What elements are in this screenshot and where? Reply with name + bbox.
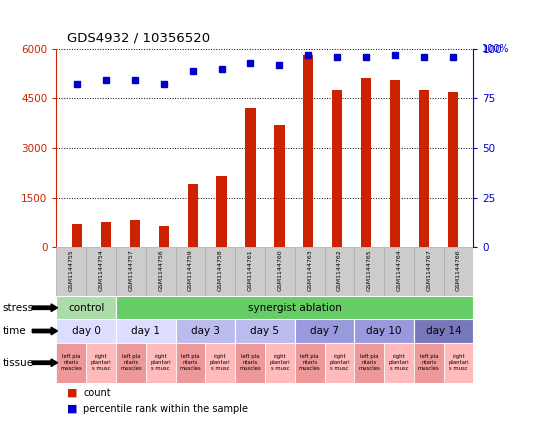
Text: day 0: day 0: [72, 326, 101, 336]
Text: GSM1144756: GSM1144756: [158, 249, 163, 291]
Bar: [355, 247, 384, 296]
Bar: [56, 319, 116, 343]
Bar: [56, 247, 86, 296]
Text: GSM1144767: GSM1144767: [426, 249, 431, 291]
Text: left pla
ntaris
muscles: left pla ntaris muscles: [358, 354, 380, 371]
Bar: [295, 343, 324, 383]
Text: GSM1144764: GSM1144764: [397, 249, 401, 291]
Bar: [303, 55, 314, 247]
Text: ■: ■: [67, 404, 78, 414]
Bar: [116, 247, 146, 296]
Text: right
plantari
s musc: right plantari s musc: [91, 354, 111, 371]
Text: synergist ablation: synergist ablation: [248, 303, 342, 313]
Text: right
plantari
s musc: right plantari s musc: [151, 354, 171, 371]
Text: day 5: day 5: [251, 326, 279, 336]
Text: GDS4932 / 10356520: GDS4932 / 10356520: [67, 31, 210, 44]
Text: 100%: 100%: [482, 44, 509, 54]
Bar: [384, 343, 414, 383]
Bar: [146, 343, 175, 383]
Bar: [159, 226, 169, 247]
Text: left pla
ntaris
muscles: left pla ntaris muscles: [299, 354, 321, 371]
Bar: [235, 247, 265, 296]
Bar: [384, 247, 414, 296]
Text: left pla
ntaris
muscles: left pla ntaris muscles: [120, 354, 142, 371]
Bar: [414, 319, 473, 343]
Bar: [188, 184, 197, 247]
Bar: [56, 296, 116, 319]
Text: day 3: day 3: [191, 326, 220, 336]
Bar: [175, 247, 206, 296]
Text: GSM1144762: GSM1144762: [337, 249, 342, 291]
Bar: [116, 319, 175, 343]
Text: stress: stress: [3, 303, 34, 313]
Bar: [332, 90, 342, 247]
Text: left pla
ntaris
muscles: left pla ntaris muscles: [239, 354, 261, 371]
Text: right
plantari
s musc: right plantari s musc: [448, 354, 469, 371]
Text: GSM1144755: GSM1144755: [69, 249, 74, 291]
Bar: [116, 343, 146, 383]
Bar: [245, 108, 256, 247]
Bar: [274, 125, 285, 247]
Bar: [355, 343, 384, 383]
Text: left pla
ntaris
muscles: left pla ntaris muscles: [60, 354, 82, 371]
Text: left pla
ntaris
muscles: left pla ntaris muscles: [418, 354, 440, 371]
Bar: [175, 343, 206, 383]
Bar: [444, 247, 473, 296]
Text: tissue: tissue: [3, 358, 34, 368]
Bar: [146, 247, 175, 296]
Text: GSM1144759: GSM1144759: [188, 249, 193, 291]
Text: count: count: [83, 388, 111, 398]
Bar: [448, 92, 458, 247]
Bar: [235, 343, 265, 383]
Bar: [361, 79, 371, 247]
Text: control: control: [68, 303, 104, 313]
Bar: [206, 343, 235, 383]
Text: day 7: day 7: [310, 326, 339, 336]
Text: ■: ■: [67, 388, 78, 398]
Text: day 14: day 14: [426, 326, 462, 336]
Bar: [419, 90, 429, 247]
Bar: [116, 296, 473, 319]
Text: GSM1144766: GSM1144766: [456, 249, 461, 291]
Text: left pla
ntaris
muscles: left pla ntaris muscles: [180, 354, 201, 371]
Bar: [130, 220, 140, 247]
Bar: [295, 247, 324, 296]
Bar: [235, 319, 295, 343]
Text: time: time: [3, 326, 26, 336]
Bar: [265, 247, 295, 296]
Text: GSM1144754: GSM1144754: [98, 249, 104, 291]
Bar: [206, 247, 235, 296]
Bar: [414, 247, 444, 296]
Text: right
plantari
s musc: right plantari s musc: [388, 354, 409, 371]
Text: percentile rank within the sample: percentile rank within the sample: [83, 404, 249, 414]
Bar: [101, 222, 111, 247]
Bar: [295, 319, 355, 343]
Bar: [56, 343, 86, 383]
Bar: [414, 343, 444, 383]
Bar: [355, 319, 414, 343]
Text: GSM1144760: GSM1144760: [278, 249, 282, 291]
Bar: [175, 319, 235, 343]
Bar: [444, 343, 473, 383]
Bar: [390, 80, 400, 247]
Bar: [216, 176, 226, 247]
Text: right
plantari
s musc: right plantari s musc: [329, 354, 350, 371]
Bar: [72, 224, 82, 247]
Text: GSM1144763: GSM1144763: [307, 249, 312, 291]
Text: day 1: day 1: [131, 326, 160, 336]
Text: GSM1144765: GSM1144765: [367, 249, 372, 291]
Text: right
plantari
s musc: right plantari s musc: [270, 354, 290, 371]
Text: GSM1144761: GSM1144761: [247, 249, 252, 291]
Text: right
plantari
s musc: right plantari s musc: [210, 354, 231, 371]
Bar: [324, 247, 355, 296]
Bar: [86, 247, 116, 296]
Bar: [86, 343, 116, 383]
Text: GSM1144757: GSM1144757: [129, 249, 133, 291]
Bar: [324, 343, 355, 383]
Bar: [265, 343, 295, 383]
Text: GSM1144758: GSM1144758: [218, 249, 223, 291]
Text: day 10: day 10: [366, 326, 402, 336]
